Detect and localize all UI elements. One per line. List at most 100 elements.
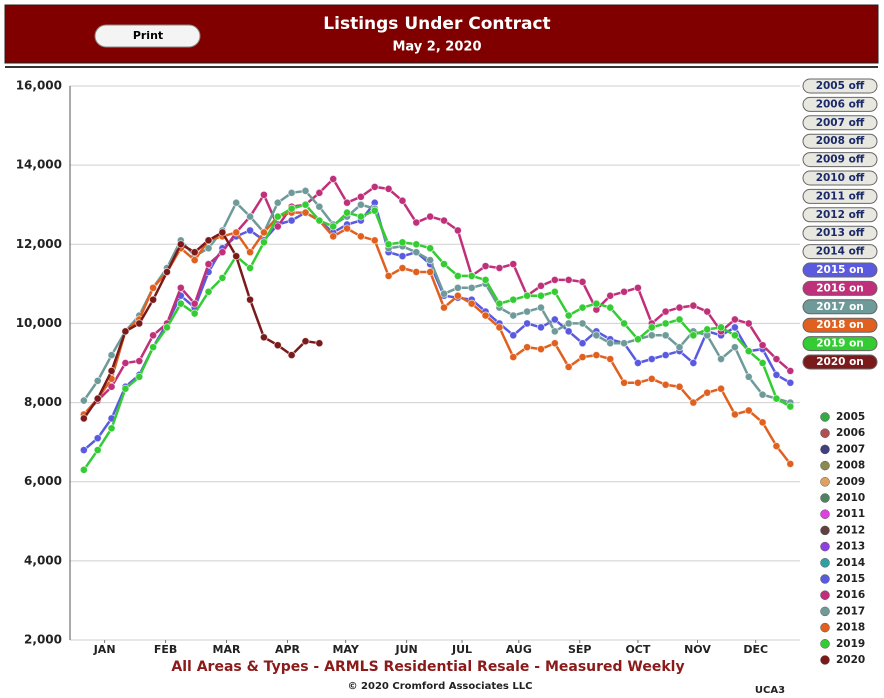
data-point: [426, 267, 435, 276]
series-line: [82, 230, 320, 420]
legend-label: 2010: [836, 492, 865, 504]
data-point: [592, 299, 601, 308]
data-point: [647, 374, 656, 383]
data-point: [730, 315, 739, 324]
data-point: [176, 283, 185, 292]
toggle-button[interactable]: [802, 152, 878, 168]
toggle-button[interactable]: [802, 262, 878, 278]
toggle-button[interactable]: [802, 188, 878, 204]
toggle-label[interactable]: 2006 off: [816, 98, 865, 110]
data-point: [786, 378, 795, 387]
toggle-button[interactable]: [802, 78, 878, 94]
data-point: [329, 174, 338, 183]
legend-marker: [820, 509, 830, 519]
data-point: [536, 323, 545, 332]
data-point: [93, 376, 102, 385]
data-point: [149, 283, 158, 292]
data-point: [315, 188, 324, 197]
toggle-button[interactable]: [802, 207, 878, 223]
data-point: [786, 402, 795, 411]
chart-title: Listings Under Contract: [323, 14, 550, 34]
print-button[interactable]: [94, 24, 201, 48]
data-point: [564, 319, 573, 328]
legend-label: 2018: [836, 622, 865, 634]
legend-marker: [820, 460, 830, 471]
toggle-button[interactable]: [802, 170, 878, 186]
chart-subtitle: May 2, 2020: [392, 40, 481, 55]
data-point: [633, 335, 642, 344]
toggle-button[interactable]: [802, 96, 878, 112]
toggle-label[interactable]: 2010 off: [816, 172, 865, 184]
toggle-label[interactable]: 2014 off: [816, 246, 865, 258]
toggle-label[interactable]: 2016 on: [816, 282, 864, 294]
data-point: [730, 331, 739, 340]
data-point: [453, 271, 462, 280]
toggle-button[interactable]: [802, 280, 878, 296]
data-point: [550, 315, 559, 324]
data-point: [232, 228, 241, 237]
print-label[interactable]: Print: [133, 29, 163, 42]
data-point: [273, 341, 282, 350]
toggle-label[interactable]: 2005 off: [816, 80, 865, 92]
data-point: [744, 372, 753, 381]
data-point: [550, 327, 559, 336]
toggle-button[interactable]: [802, 244, 878, 260]
toggle-label[interactable]: 2012 off: [816, 209, 865, 221]
toggle-button[interactable]: [802, 299, 878, 315]
data-point: [384, 271, 393, 280]
legend-label: 2012: [836, 524, 865, 536]
data-point: [620, 319, 629, 328]
data-point: [758, 390, 767, 399]
data-point: [398, 196, 407, 205]
data-point: [578, 319, 587, 328]
toggle-label[interactable]: 2008 off: [816, 135, 865, 147]
toggle-label[interactable]: 2007 off: [816, 117, 865, 129]
data-point: [689, 398, 698, 407]
data-point: [453, 291, 462, 300]
toggle-label[interactable]: 2019 on: [816, 338, 864, 350]
data-point: [301, 337, 310, 346]
data-point: [467, 299, 476, 308]
data-point: [121, 327, 130, 336]
y-tick-label: 6,000: [24, 474, 62, 488]
toggle-button[interactable]: [802, 336, 878, 352]
data-point: [356, 192, 365, 201]
data-point: [149, 343, 158, 352]
data-point: [162, 267, 171, 276]
x-axis-label: All Areas & Types - ARMLS Residential Re…: [171, 659, 684, 675]
toggle-label[interactable]: 2009 off: [816, 154, 865, 166]
legend-label: 2016: [836, 589, 865, 601]
data-point: [592, 351, 601, 360]
toggle-button[interactable]: [802, 354, 878, 370]
data-point: [93, 446, 102, 455]
data-point: [606, 291, 615, 300]
data-point: [135, 372, 144, 381]
toggle-label[interactable]: 2018 on: [816, 319, 864, 331]
data-point: [509, 260, 518, 269]
data-point: [79, 446, 88, 455]
data-point: [398, 238, 407, 247]
data-point: [370, 182, 379, 191]
data-point: [744, 319, 753, 328]
toggle-label[interactable]: 2015 on: [816, 264, 864, 276]
toggle-label[interactable]: 2011 off: [816, 190, 865, 202]
data-point: [772, 370, 781, 379]
toggle-label[interactable]: 2017 on: [816, 301, 864, 313]
x-tick-label: JUL: [451, 643, 472, 656]
y-tick-label: 2,000: [24, 633, 62, 647]
data-point: [329, 232, 338, 241]
legend-label: 2019: [836, 638, 865, 650]
toggle-button[interactable]: [802, 133, 878, 149]
legend-marker: [820, 655, 830, 665]
toggle-label[interactable]: 2020 on: [816, 356, 864, 368]
data-point: [786, 459, 795, 468]
data-point: [453, 283, 462, 292]
y-tick-label: 10,000: [16, 316, 62, 330]
toggle-button[interactable]: [802, 115, 878, 131]
legend-label: 2009: [836, 476, 865, 488]
data-point: [287, 188, 296, 197]
toggle-button[interactable]: [802, 225, 878, 241]
toggle-button[interactable]: [802, 317, 878, 333]
data-point: [412, 240, 421, 249]
toggle-label[interactable]: 2013 off: [816, 227, 865, 239]
